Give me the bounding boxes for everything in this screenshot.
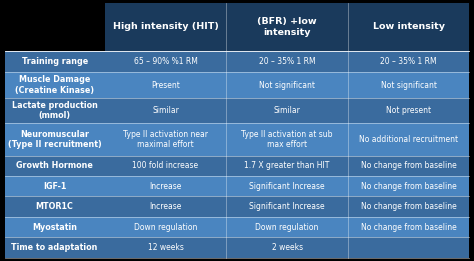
Text: No change from baseline: No change from baseline bbox=[361, 182, 456, 191]
Text: Not significant: Not significant bbox=[381, 80, 437, 90]
Text: No change from baseline: No change from baseline bbox=[361, 202, 456, 211]
Text: Significant Increase: Significant Increase bbox=[249, 202, 325, 211]
Text: Lactate production
(mmol): Lactate production (mmol) bbox=[12, 101, 98, 120]
Text: 12 weeks: 12 weeks bbox=[147, 243, 183, 252]
Text: Type II activation near
maximal effort: Type II activation near maximal effort bbox=[123, 130, 208, 149]
Bar bbox=[226, 3, 348, 51]
Bar bbox=[348, 176, 469, 197]
Text: (BFR) +low
intensity: (BFR) +low intensity bbox=[257, 17, 317, 37]
Text: IGF-1: IGF-1 bbox=[43, 182, 66, 191]
Text: Type II activation at sub
max effort: Type II activation at sub max effort bbox=[241, 130, 333, 149]
Bar bbox=[105, 51, 226, 72]
Text: MTOR1C: MTOR1C bbox=[36, 202, 73, 211]
Bar bbox=[226, 176, 348, 197]
Bar bbox=[226, 156, 348, 176]
Bar bbox=[226, 98, 348, 123]
Bar bbox=[348, 123, 469, 156]
Bar bbox=[348, 237, 469, 258]
Bar bbox=[348, 217, 469, 237]
Bar bbox=[5, 176, 105, 197]
Bar bbox=[348, 72, 469, 98]
Bar bbox=[105, 237, 226, 258]
Bar bbox=[5, 51, 105, 72]
Text: Not significant: Not significant bbox=[259, 80, 315, 90]
Bar bbox=[105, 123, 226, 156]
Text: Present: Present bbox=[151, 80, 180, 90]
Bar bbox=[105, 156, 226, 176]
Text: 100 fold increase: 100 fold increase bbox=[132, 161, 199, 170]
Text: Myostatin: Myostatin bbox=[32, 223, 77, 232]
Text: Significant Increase: Significant Increase bbox=[249, 182, 325, 191]
Bar bbox=[5, 156, 105, 176]
Text: No change from baseline: No change from baseline bbox=[361, 223, 456, 232]
Text: 2 weeks: 2 weeks bbox=[272, 243, 303, 252]
Text: No change from baseline: No change from baseline bbox=[361, 161, 456, 170]
Bar bbox=[226, 51, 348, 72]
Text: 20 – 35% 1 RM: 20 – 35% 1 RM bbox=[259, 57, 316, 66]
Text: Time to adaptation: Time to adaptation bbox=[11, 243, 98, 252]
Bar bbox=[348, 3, 469, 51]
Bar bbox=[348, 51, 469, 72]
Bar bbox=[226, 197, 348, 217]
Text: Increase: Increase bbox=[149, 182, 182, 191]
Text: Down regulation: Down regulation bbox=[255, 223, 319, 232]
Bar bbox=[5, 237, 105, 258]
Text: 20 – 35% 1 RM: 20 – 35% 1 RM bbox=[380, 57, 437, 66]
Bar bbox=[105, 197, 226, 217]
Bar bbox=[348, 197, 469, 217]
Bar bbox=[105, 3, 226, 51]
Bar bbox=[105, 72, 226, 98]
Bar bbox=[5, 197, 105, 217]
Bar bbox=[105, 98, 226, 123]
Text: Neuromuscular
(Type II recruitment): Neuromuscular (Type II recruitment) bbox=[8, 130, 101, 149]
Text: Down regulation: Down regulation bbox=[134, 223, 197, 232]
Text: 65 – 90% %1 RM: 65 – 90% %1 RM bbox=[134, 57, 197, 66]
Text: Training range: Training range bbox=[21, 57, 88, 66]
Text: Not present: Not present bbox=[386, 106, 431, 115]
Bar bbox=[5, 3, 105, 51]
Text: Growth Hormone: Growth Hormone bbox=[16, 161, 93, 170]
Text: Similar: Similar bbox=[273, 106, 301, 115]
Text: Low intensity: Low intensity bbox=[373, 22, 445, 31]
Bar bbox=[105, 176, 226, 197]
Bar bbox=[5, 72, 105, 98]
Text: Similar: Similar bbox=[152, 106, 179, 115]
Text: No additional recruitment: No additional recruitment bbox=[359, 135, 458, 144]
Bar bbox=[105, 217, 226, 237]
Bar bbox=[226, 72, 348, 98]
Bar bbox=[5, 217, 105, 237]
Text: High intensity (HIT): High intensity (HIT) bbox=[112, 22, 219, 31]
Bar bbox=[5, 123, 105, 156]
Bar bbox=[226, 123, 348, 156]
Bar bbox=[226, 237, 348, 258]
Text: Increase: Increase bbox=[149, 202, 182, 211]
Text: 1.7 X greater than HIT: 1.7 X greater than HIT bbox=[245, 161, 330, 170]
Bar bbox=[348, 156, 469, 176]
Text: Muscle Damage
(Creatine Kinase): Muscle Damage (Creatine Kinase) bbox=[15, 75, 94, 95]
Bar bbox=[226, 217, 348, 237]
Bar bbox=[5, 98, 105, 123]
Bar bbox=[348, 98, 469, 123]
